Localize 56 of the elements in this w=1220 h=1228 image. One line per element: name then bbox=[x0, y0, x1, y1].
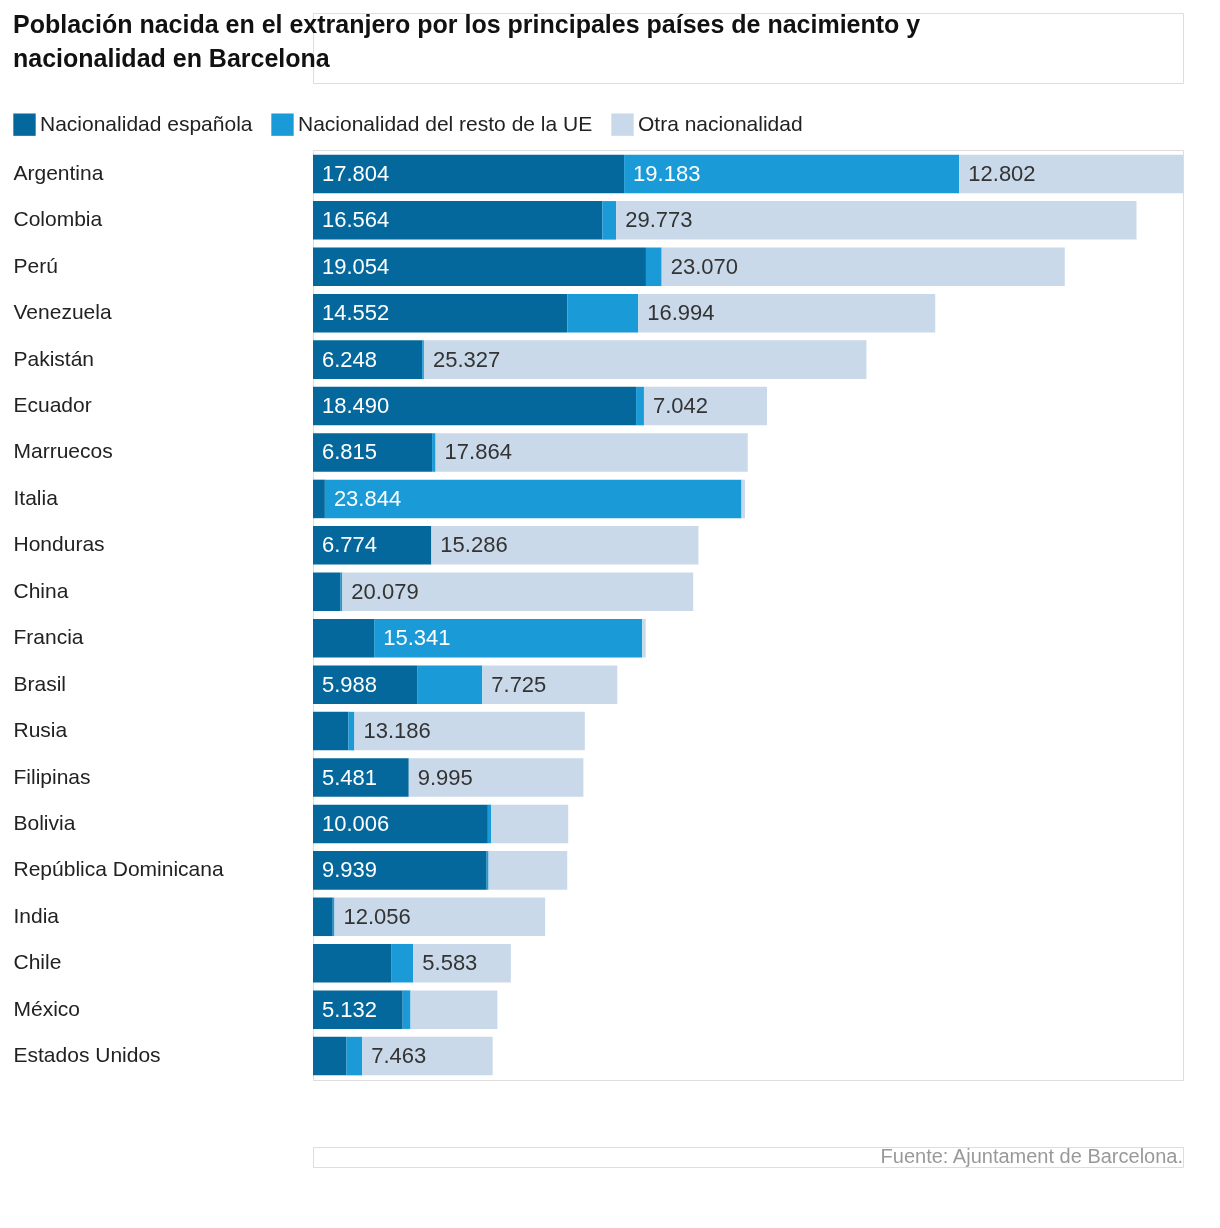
y-tick-label: Rusia bbox=[13, 718, 68, 742]
y-tick-label: Colombia bbox=[13, 207, 103, 231]
data-label: 17.864 bbox=[444, 439, 512, 465]
y-tick-label: Francia bbox=[13, 625, 84, 649]
data-label: 29.773 bbox=[625, 207, 693, 233]
data-label: 20.079 bbox=[351, 578, 419, 604]
data-label: 23.844 bbox=[333, 485, 402, 511]
data-label: 19.183 bbox=[633, 160, 701, 186]
data-label: 16.994 bbox=[647, 300, 715, 326]
legend-label: Nacionalidad española bbox=[40, 111, 253, 135]
data-label: 15.286 bbox=[440, 532, 508, 558]
data-label: 9.939 bbox=[322, 857, 378, 883]
data-label: 18.490 bbox=[322, 393, 390, 419]
data-label: 5.132 bbox=[322, 996, 378, 1022]
data-label: 10.006 bbox=[322, 810, 390, 836]
y-tick-label: México bbox=[13, 996, 81, 1020]
y-tick-label: Ecuador bbox=[13, 393, 92, 417]
data-label: 16.564 bbox=[322, 207, 390, 233]
data-label: 7.725 bbox=[491, 671, 547, 697]
data-label: 19.054 bbox=[322, 253, 390, 279]
data-label: 9.995 bbox=[417, 764, 473, 790]
y-tick-label: Pakistán bbox=[13, 346, 95, 370]
data-label: 13.186 bbox=[363, 718, 431, 744]
data-label: 17.804 bbox=[322, 160, 390, 186]
source-note: Fuente: Ajuntament de Barcelona. bbox=[880, 1145, 1183, 1167]
y-tick-label: Filipinas bbox=[13, 764, 91, 788]
legend-label: Nacionalidad del resto de la UE bbox=[298, 111, 593, 135]
data-label: 5.988 bbox=[322, 671, 378, 697]
chart-title: Población nacida en el extranjero por los principales países de nacimiento y nacionalidad en Barcelona bbox=[13, 10, 921, 72]
y-tick-label: China bbox=[13, 578, 69, 602]
y-tick-label: Chile bbox=[13, 950, 62, 974]
y-tick-label: Italia bbox=[13, 485, 59, 509]
data-label: 12.056 bbox=[343, 903, 411, 929]
y-tick-label: Honduras bbox=[13, 532, 105, 556]
y-tick-label: Perú bbox=[13, 253, 58, 277]
y-tick-label: Bolivia bbox=[13, 810, 76, 834]
y-tick-label: India bbox=[13, 903, 60, 927]
y-tick-label: Argentina bbox=[13, 160, 104, 184]
y-tick-label: Estados Unidos bbox=[13, 1043, 161, 1067]
data-label: 25.327 bbox=[432, 346, 501, 372]
data-label: 6.248 bbox=[322, 346, 378, 372]
data-label: 12.802 bbox=[968, 160, 1036, 186]
y-tick-label: Brasil bbox=[13, 671, 67, 695]
y-tick-label: República Dominicana bbox=[13, 857, 224, 881]
data-label: 6.815 bbox=[322, 439, 378, 465]
data-label: 15.341 bbox=[383, 625, 451, 651]
data-label: 23.070 bbox=[670, 253, 738, 279]
data-label: 14.552 bbox=[322, 300, 390, 326]
data-label: 7.463 bbox=[371, 1043, 427, 1069]
y-tick-label: Venezuela bbox=[13, 300, 112, 324]
y-tick-label: Marruecos bbox=[13, 439, 113, 463]
data-label: 7.042 bbox=[652, 393, 709, 419]
data-label: 6.774 bbox=[322, 532, 378, 558]
data-label: 5.481 bbox=[322, 764, 378, 790]
data-label: 5.583 bbox=[422, 950, 478, 976]
legend-label: Otra nacionalidad bbox=[638, 111, 803, 135]
